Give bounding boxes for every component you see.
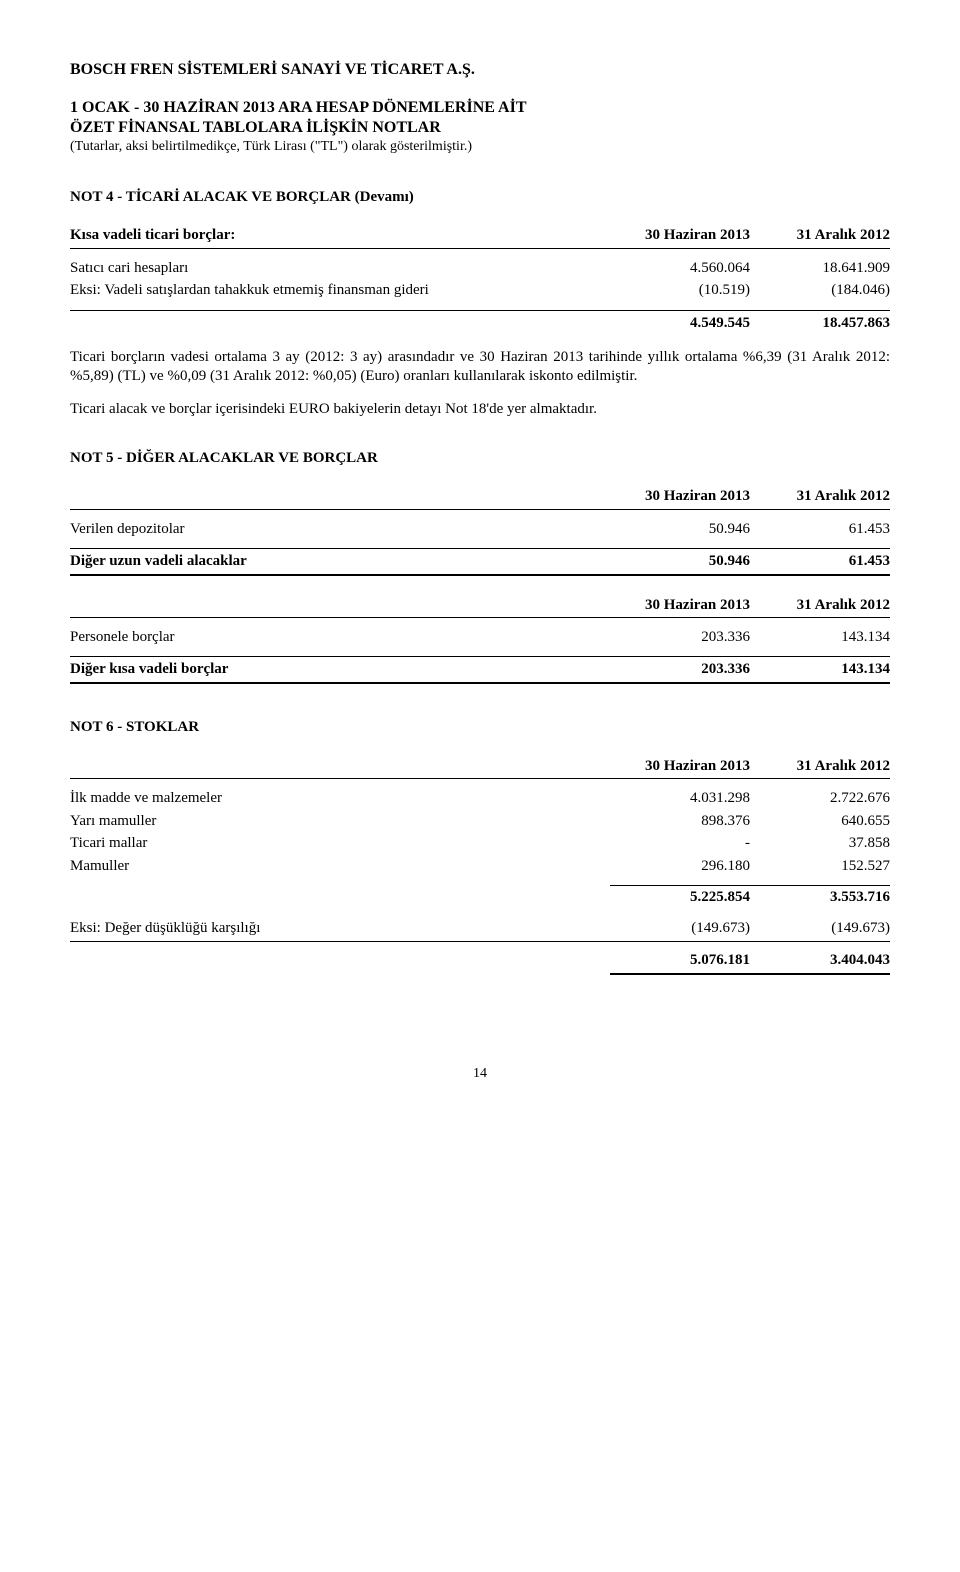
subtotal-row: 5.225.854 3.553.716	[70, 886, 890, 909]
row-label: Satıcı cari hesapları	[70, 257, 610, 280]
row-label: Yarı mamuller	[70, 810, 610, 833]
row-label: Mamuller	[70, 855, 610, 878]
table-row: Mamuller 296.180 152.527	[70, 855, 890, 878]
cell-value: -	[610, 832, 750, 855]
table-row: Personele borçlar 203.336 143.134	[70, 626, 890, 649]
note-5-title: NOT 5 - DİĞER ALACAKLAR VE BORÇLAR	[70, 449, 890, 468]
table-header-row: 30 Haziran 2013 31 Aralık 2012	[70, 485, 890, 509]
total-value: 50.946	[610, 548, 750, 574]
total-value: 18.457.863	[750, 310, 890, 334]
row-label: Verilen depozitolar	[70, 518, 610, 541]
subtotal-value: 3.553.716	[750, 886, 890, 909]
row-label: Personele borçlar	[70, 626, 610, 649]
deduction-row: Eksi: Değer düşüklüğü karşılığı (149.673…	[70, 917, 890, 941]
report-subtitle: ÖZET FİNANSAL TABLOLARA İLİŞKİN NOTLAR	[70, 118, 890, 138]
header-label: Kısa vadeli ticari borçlar:	[70, 224, 610, 248]
cell-value: 2.722.676	[750, 787, 890, 810]
row-label: İlk madde ve malzemeler	[70, 787, 610, 810]
document-header: BOSCH FREN SİSTEMLERİ SANAYİ VE TİCARET …	[70, 60, 890, 156]
cell-value: 4.031.298	[610, 787, 750, 810]
cell-value: 37.858	[750, 832, 890, 855]
cell-value: 143.134	[750, 626, 890, 649]
note-6-title: NOT 6 - STOKLAR	[70, 718, 890, 737]
total-value: 5.076.181	[610, 949, 750, 974]
total-row: Diğer kısa vadeli borçlar 203.336 143.13…	[70, 657, 890, 683]
header-col-1: 30 Haziran 2013	[610, 755, 750, 779]
note-6-table: 30 Haziran 2013 31 Aralık 2012 İlk madde…	[70, 755, 890, 976]
table-header-row: Kısa vadeli ticari borçlar: 30 Haziran 2…	[70, 224, 890, 248]
report-period: 1 OCAK - 30 HAZİRAN 2013 ARA HESAP DÖNEM…	[70, 98, 890, 118]
cell-value: 296.180	[610, 855, 750, 878]
cell-value: 50.946	[610, 518, 750, 541]
note-4-para-2: Ticari alacak ve borçlar içerisindeki EU…	[70, 400, 890, 419]
currency-note: (Tutarlar, aksi belirtilmedikçe, Türk Li…	[70, 138, 890, 156]
cell-value: 61.453	[750, 518, 890, 541]
table-row: Verilen depozitolar 50.946 61.453	[70, 518, 890, 541]
note-5-table-a: 30 Haziran 2013 31 Aralık 2012 Verilen d…	[70, 485, 890, 575]
cell-value: 203.336	[610, 626, 750, 649]
note-5-table-b: 30 Haziran 2013 31 Aralık 2012 Personele…	[70, 594, 890, 684]
table-row: Ticari mallar - 37.858	[70, 832, 890, 855]
row-label: Eksi: Değer düşüklüğü karşılığı	[70, 917, 610, 941]
row-label: Ticari mallar	[70, 832, 610, 855]
cell-value: (184.046)	[750, 279, 890, 302]
cell-value: 18.641.909	[750, 257, 890, 280]
table-row: Satıcı cari hesapları 4.560.064 18.641.9…	[70, 257, 890, 280]
cell-value: (10.519)	[610, 279, 750, 302]
row-label: Eksi: Vadeli satışlardan tahakkuk etmemi…	[70, 279, 610, 302]
company-name: BOSCH FREN SİSTEMLERİ SANAYİ VE TİCARET …	[70, 60, 890, 80]
table-row: Eksi: Vadeli satışlardan tahakkuk etmemi…	[70, 279, 890, 302]
cell-value: (149.673)	[750, 917, 890, 941]
cell-value: (149.673)	[610, 917, 750, 941]
total-label: Diğer uzun vadeli alacaklar	[70, 548, 610, 574]
header-col-2: 31 Aralık 2012	[750, 224, 890, 248]
total-value: 3.404.043	[750, 949, 890, 974]
header-col-1: 30 Haziran 2013	[610, 594, 750, 618]
total-value: 4.549.545	[610, 310, 750, 334]
header-col-2: 31 Aralık 2012	[750, 755, 890, 779]
note-4-para-1: Ticari borçların vadesi ortalama 3 ay (2…	[70, 348, 890, 386]
table-row: Yarı mamuller 898.376 640.655	[70, 810, 890, 833]
cell-value: 152.527	[750, 855, 890, 878]
table-row: İlk madde ve malzemeler 4.031.298 2.722.…	[70, 787, 890, 810]
grand-total-row: 5.076.181 3.404.043	[70, 949, 890, 974]
total-row: 4.549.545 18.457.863	[70, 310, 890, 334]
page-number: 14	[70, 1065, 890, 1083]
header-col-1: 30 Haziran 2013	[610, 224, 750, 248]
note-4-title: NOT 4 - TİCARİ ALACAK VE BORÇLAR (Devamı…	[70, 188, 890, 207]
cell-value: 898.376	[610, 810, 750, 833]
total-row: Diğer uzun vadeli alacaklar 50.946 61.45…	[70, 548, 890, 574]
note-4-table: Kısa vadeli ticari borçlar: 30 Haziran 2…	[70, 224, 890, 334]
total-value: 143.134	[750, 657, 890, 683]
header-col-1: 30 Haziran 2013	[610, 485, 750, 509]
total-value: 203.336	[610, 657, 750, 683]
cell-value: 640.655	[750, 810, 890, 833]
header-col-2: 31 Aralık 2012	[750, 485, 890, 509]
subtotal-value: 5.225.854	[610, 886, 750, 909]
table-header-row: 30 Haziran 2013 31 Aralık 2012	[70, 594, 890, 618]
header-col-2: 31 Aralık 2012	[750, 594, 890, 618]
cell-value: 4.560.064	[610, 257, 750, 280]
total-label: Diğer kısa vadeli borçlar	[70, 657, 610, 683]
total-value: 61.453	[750, 548, 890, 574]
table-header-row: 30 Haziran 2013 31 Aralık 2012	[70, 755, 890, 779]
